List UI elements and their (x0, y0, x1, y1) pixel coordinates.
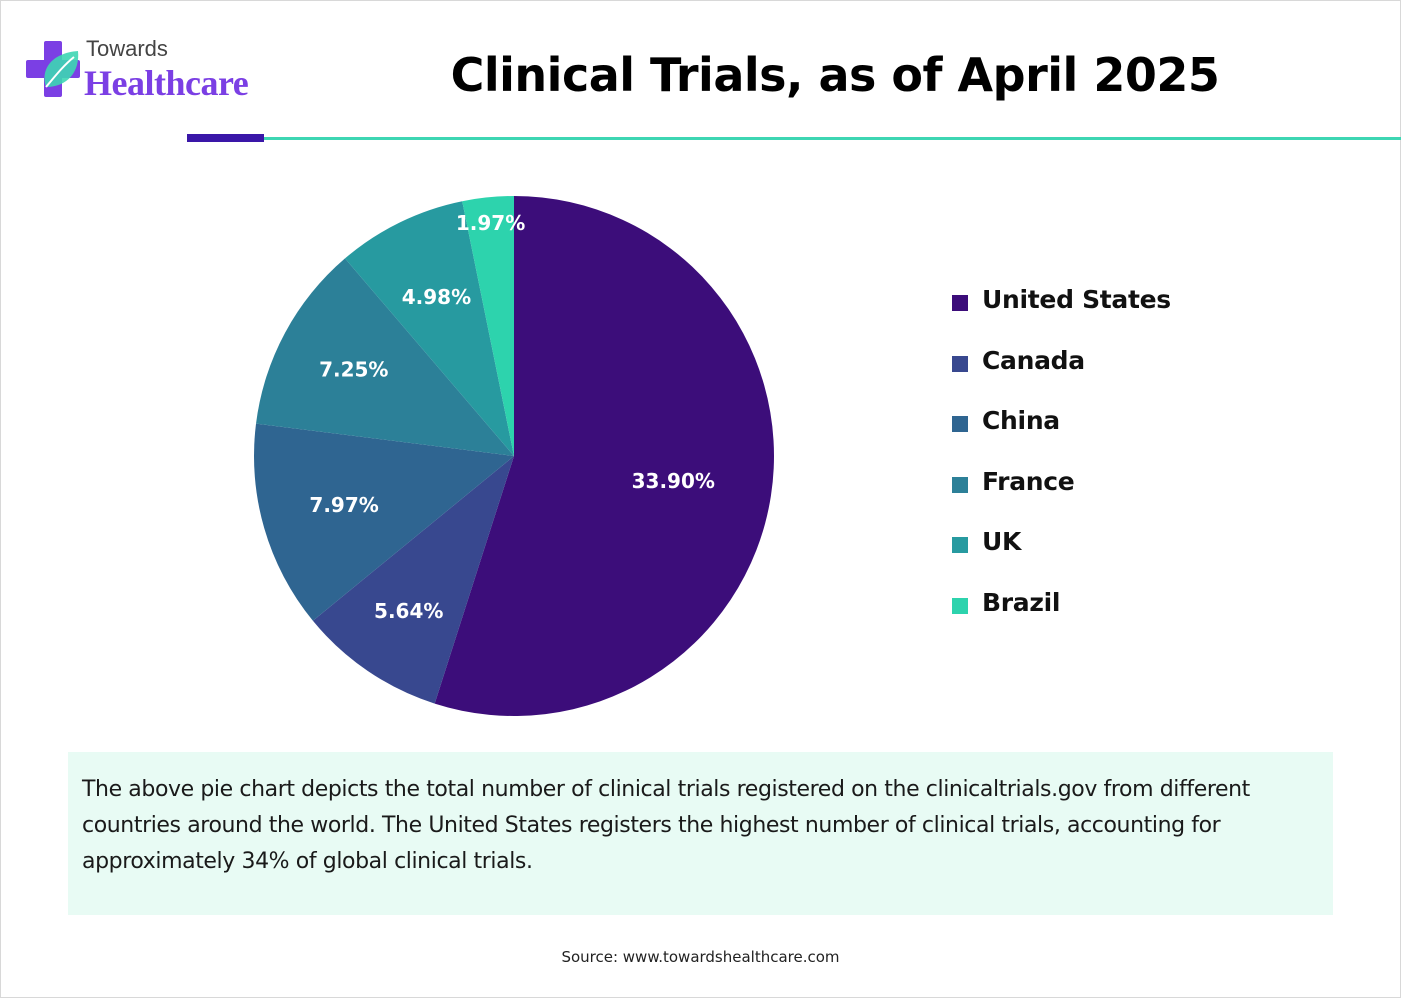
pie-label-china: 7.97% (309, 493, 378, 517)
pie-slice-canada (312, 456, 514, 704)
legend-swatch (952, 295, 968, 311)
description-text: The above pie chart depicts the total nu… (82, 777, 1250, 874)
legend-label: France (982, 466, 1075, 496)
legend-label: Brazil (982, 587, 1061, 617)
pie-slice-united-states (434, 196, 774, 716)
pie-label-france: 7.25% (319, 358, 388, 382)
pie-slice-brazil (462, 196, 514, 456)
medical-cross-leaf-icon (26, 41, 80, 97)
legend-swatch (952, 476, 968, 493)
pie-label-canada: 5.64% (374, 599, 443, 623)
legend-label: UK (982, 527, 1022, 557)
chart-title: Clinical Trials, as of April 2025 (450, 48, 1220, 102)
source-note: Source: www.towardshealthcare.com (561, 948, 840, 966)
legend-swatch (952, 416, 968, 433)
pie-label-united-states: 33.90% (632, 469, 715, 493)
legend-label: China (982, 406, 1060, 436)
pie-label-uk: 4.98% (402, 285, 471, 309)
pie-slice-china (253, 423, 514, 621)
brand-line2: Healthcare (84, 63, 249, 103)
title-rule (264, 137, 1401, 140)
legend-swatch (952, 355, 968, 372)
brand-line1: Towards (86, 36, 168, 61)
pie-label-brazil: 1.97% (456, 211, 525, 235)
legend-swatch (952, 597, 968, 614)
pie-slice-uk (344, 201, 514, 456)
description-box: The above pie chart depicts the total nu… (68, 752, 1333, 915)
pie-slice-france (256, 258, 514, 456)
legend-swatch (952, 537, 968, 554)
title-rule-accent (187, 134, 264, 142)
brand-logo: Towards Healthcare (26, 36, 286, 106)
legend-label: United States (982, 285, 1171, 314)
legend-label: Canada (982, 345, 1085, 375)
